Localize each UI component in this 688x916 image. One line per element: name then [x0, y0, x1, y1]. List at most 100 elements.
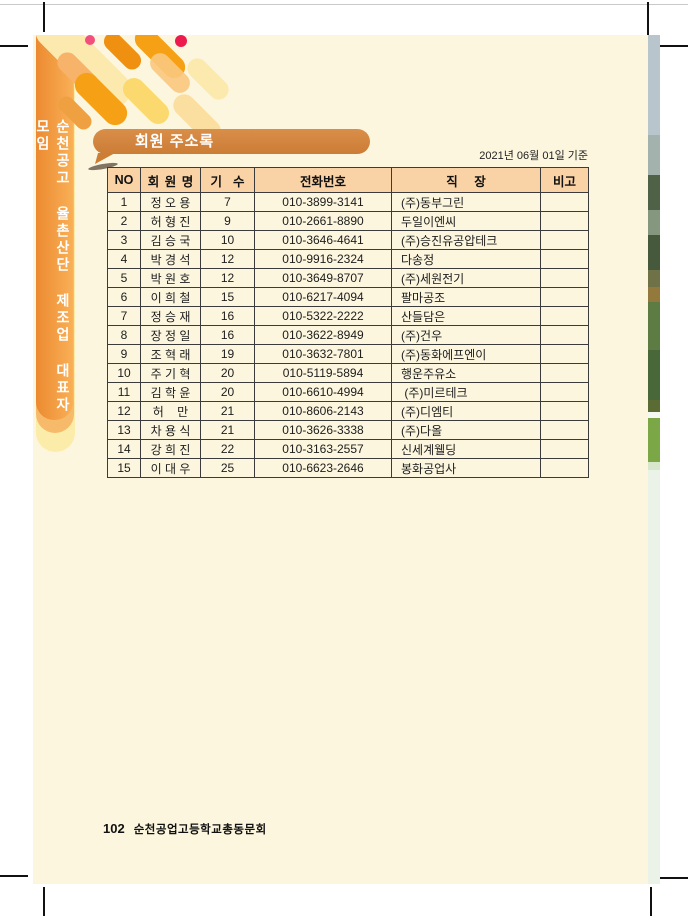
cell-note: [540, 325, 589, 345]
cell-workplace: 다송정: [391, 249, 541, 269]
cell-cohort: 7: [200, 192, 255, 212]
cell-phone: 010-8606-2143: [254, 401, 392, 421]
cell-no: 3: [107, 230, 141, 250]
cell-name: 박 원 호: [140, 268, 201, 288]
cell-workplace: 산들담은: [391, 306, 541, 326]
cell-note: [540, 363, 589, 383]
cell-workplace: (주)세원전기: [391, 268, 541, 288]
cell-cohort: 16: [200, 325, 255, 345]
footer-org-name: 순천공업고등학교총동문회: [133, 824, 267, 836]
cell-cohort: 21: [200, 401, 255, 421]
cell-name: 강 희 진: [140, 439, 201, 459]
cell-phone: 010-3649-8707: [254, 268, 392, 288]
cell-phone: 010-6623-2646: [254, 458, 392, 478]
cell-name: 주 기 혁: [140, 363, 201, 383]
page-footer: 102 순천공업고등학교총동문회: [103, 821, 267, 837]
cell-no: 5: [107, 268, 141, 288]
cell-cohort: 20: [200, 382, 255, 402]
crop-mark: [658, 45, 688, 47]
cell-no: 10: [107, 363, 141, 383]
cell-no: 7: [107, 306, 141, 326]
cell-name: 김 학 윤: [140, 382, 201, 402]
cell-note: [540, 401, 589, 421]
table-row: 10 주 기 혁 20 010-5119-5894 행운주유소: [107, 363, 589, 383]
cell-note: [540, 306, 589, 326]
cell-name: 허 만: [140, 401, 201, 421]
cell-phone: 010-3622-8949: [254, 325, 392, 345]
cell-no: 14: [107, 439, 141, 459]
cell-phone: 010-6217-4094: [254, 287, 392, 307]
adjacent-page-photo-sliver: [648, 35, 660, 884]
table-row: 13 차 용 식 21 010-3626-3338 (주)다올: [107, 420, 589, 440]
crop-mark: [650, 887, 652, 916]
cell-cohort: 25: [200, 458, 255, 478]
cell-workplace: 팔마공조: [391, 287, 541, 307]
cell-cohort: 9: [200, 211, 255, 231]
cell-phone: 010-3626-3338: [254, 420, 392, 440]
table-row: 12 허 만 21 010-8606-2143 (주)디엠티: [107, 401, 589, 421]
cell-name: 차 용 식: [140, 420, 201, 440]
column-header: 회 원 명: [140, 167, 201, 193]
cell-name: 장 정 일: [140, 325, 201, 345]
table-row: 14 강 희 진 22 010-3163-2557 신세계웰딩: [107, 439, 589, 459]
page-number: 102: [103, 821, 125, 836]
cell-name: 허 형 진: [140, 211, 201, 231]
title-badge-tail: [95, 153, 115, 164]
deco-capsule: [100, 35, 145, 74]
cell-phone: 010-3163-2557: [254, 439, 392, 459]
cell-workplace: (주)동화에프엔이: [391, 344, 541, 364]
cell-workplace: (주)동부그린: [391, 192, 541, 212]
cell-cohort: 21: [200, 420, 255, 440]
cell-note: [540, 268, 589, 288]
as-of-date: 2021년 06월 01일 기준: [479, 150, 588, 162]
cell-cohort: 16: [200, 306, 255, 326]
cell-phone: 010-3632-7801: [254, 344, 392, 364]
cell-workplace: (주)미르테크: [391, 382, 541, 402]
column-header: 비고: [540, 167, 589, 193]
crop-mark: [0, 875, 28, 877]
deco-capsule: [183, 54, 233, 104]
cell-workplace: 행운주유소: [391, 363, 541, 383]
cell-note: [540, 287, 589, 307]
cell-workplace: (주)승진유공압테크: [391, 230, 541, 250]
deco-capsule: [130, 35, 190, 83]
cell-note: [540, 192, 589, 212]
cell-no: 9: [107, 344, 141, 364]
cell-cohort: 15: [200, 287, 255, 307]
scan-edge-line: [0, 4, 688, 5]
column-header: 직 장: [391, 167, 541, 193]
cell-phone: 010-2661-8890: [254, 211, 392, 231]
cell-workplace: (주)디엠티: [391, 401, 541, 421]
cell-workplace: (주)건우: [391, 325, 541, 345]
cell-cohort: 10: [200, 230, 255, 250]
crop-mark: [0, 45, 28, 47]
cell-name: 이 희 철: [140, 287, 201, 307]
sidebar-title: 순천공고 율촌산단 제조업 대표자 모임: [35, 119, 71, 414]
deco-capsule: [118, 73, 174, 129]
cell-name: 박 경 석: [140, 249, 201, 269]
document-page: 순천공고 율촌산단 제조업 대표자 모임 회원 주소록 2021년 06월 01…: [33, 35, 660, 884]
cell-note: [540, 344, 589, 364]
deco-capsule: [69, 67, 133, 131]
cell-no: 8: [107, 325, 141, 345]
table-row: 11 김 학 윤 20 010-6610-4994 (주)미르테크: [107, 382, 589, 402]
cell-note: [540, 420, 589, 440]
cell-phone: 010-9916-2324: [254, 249, 392, 269]
cell-name: 정 승 재: [140, 306, 201, 326]
crop-mark: [43, 887, 45, 916]
cell-phone: 010-3899-3141: [254, 192, 392, 212]
cell-cohort: 22: [200, 439, 255, 459]
crop-mark: [647, 2, 649, 35]
cell-note: [540, 249, 589, 269]
